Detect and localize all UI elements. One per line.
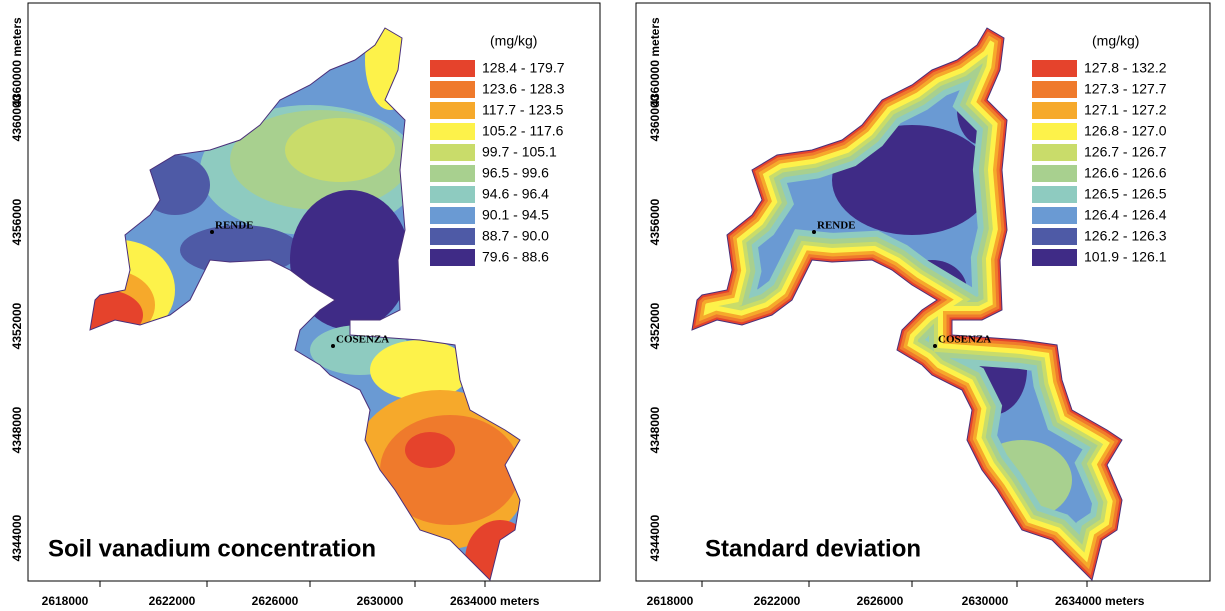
place-label: COSENZA	[938, 334, 991, 346]
x-tick-label: 2630000	[357, 594, 404, 608]
place-label: RENDE	[215, 220, 254, 232]
legend-label: 126.2 - 126.3	[1084, 228, 1167, 244]
legend-swatch	[430, 207, 475, 224]
legend-swatch	[1032, 186, 1077, 203]
y-tick-label: 4360000 meters	[10, 17, 24, 107]
legend-swatch	[1032, 249, 1077, 266]
x-tick-label: 2622000	[149, 594, 196, 608]
place-label: COSENZA	[336, 334, 389, 346]
legend-swatch	[430, 123, 475, 140]
legend-label: 105.2 - 117.6	[482, 123, 564, 139]
x-tick-label: 2634000 meters	[450, 594, 540, 608]
x-tick-label: 2618000	[42, 594, 89, 608]
y-tick-label: 4352000	[10, 302, 24, 349]
y-tick-label: 4360000 meters	[648, 17, 662, 107]
place-marker	[331, 344, 335, 348]
legend-label: 127.8 - 132.2	[1084, 60, 1167, 76]
place-label: RENDE	[817, 220, 856, 232]
legend-label: 127.3 - 127.7	[1084, 81, 1167, 97]
legend-unit: (mg/kg)	[1092, 33, 1139, 49]
y-tick-label: 4348000	[10, 406, 24, 453]
legend-label: 126.5 - 126.5	[1084, 186, 1167, 202]
legend-label: 90.1 - 94.5	[482, 207, 549, 223]
legend-swatch	[430, 102, 475, 119]
legend-swatch	[1032, 81, 1077, 98]
legend-swatch	[430, 186, 475, 203]
frame	[635, 2, 1211, 582]
legend-unit: (mg/kg)	[490, 33, 537, 49]
y-tick-label: 4360000	[10, 94, 24, 141]
frame	[27, 2, 601, 582]
y-tick-label: 4356000	[648, 198, 662, 245]
place-marker	[812, 230, 816, 234]
legend-swatch	[1032, 165, 1077, 182]
x-tick-label: 2618000	[647, 594, 694, 608]
legend-swatch	[1032, 228, 1077, 245]
map-title: Standard deviation	[705, 535, 921, 562]
y-tick-label: 4356000	[10, 198, 24, 245]
legend-swatch	[1032, 60, 1077, 77]
y-tick-label: 4360000	[648, 94, 662, 141]
y-tick-label: 4344000	[648, 514, 662, 561]
legend-swatch	[1032, 144, 1077, 161]
place-marker	[210, 230, 214, 234]
panel-left: 2618000 2622000 2626000 2630000 2634000 mete…	[10, 2, 601, 608]
legend-swatch	[430, 144, 475, 161]
x-tick-label: 2626000	[857, 594, 904, 608]
legend-swatch	[1032, 207, 1077, 224]
x-tick-label: 2634000 meters	[1055, 594, 1145, 608]
place-marker	[933, 344, 937, 348]
y-tick-label: 4348000	[648, 406, 662, 453]
legend-label: 79.6 - 88.6	[482, 249, 549, 265]
panel-right: 2618000 2622000 2626000 2630000 2634000 mete…	[635, 2, 1211, 608]
legend-label: 128.4 - 179.7	[482, 60, 565, 76]
legend-swatch	[430, 60, 475, 77]
x-tick-label: 2626000	[252, 594, 299, 608]
legend-label: 123.6 - 128.3	[482, 81, 565, 97]
legend-swatch	[430, 228, 475, 245]
legend-swatch	[430, 81, 475, 98]
legend-label: 126.8 - 127.0	[1084, 123, 1167, 139]
legend-label: 126.7 - 126.7	[1084, 144, 1167, 160]
legend-label: 126.6 - 126.6	[1084, 165, 1167, 181]
legend-label: 94.6 - 96.4	[482, 186, 549, 202]
y-tick-label: 4352000	[648, 302, 662, 349]
legend-swatch	[430, 165, 475, 182]
y-tick-label: 4344000	[10, 514, 24, 561]
legend-label: 96.5 - 99.6	[482, 165, 549, 181]
legend-swatch	[1032, 102, 1077, 119]
legend-label: 117.7 - 123.5	[482, 102, 564, 118]
legend-label: 127.1 - 127.2	[1084, 102, 1167, 118]
legend-label: 99.7 - 105.1	[482, 144, 557, 160]
legend-label: 101.9 - 126.1	[1084, 249, 1167, 265]
map-title: Soil vanadium concentration	[48, 535, 376, 562]
legend-swatch	[430, 249, 475, 266]
legend-label: 126.4 - 126.4	[1084, 207, 1167, 223]
legend-label: 88.7 - 90.0	[482, 228, 549, 244]
x-tick-label: 2630000	[962, 594, 1009, 608]
x-tick-label: 2622000	[754, 594, 801, 608]
legend-swatch	[1032, 123, 1077, 140]
